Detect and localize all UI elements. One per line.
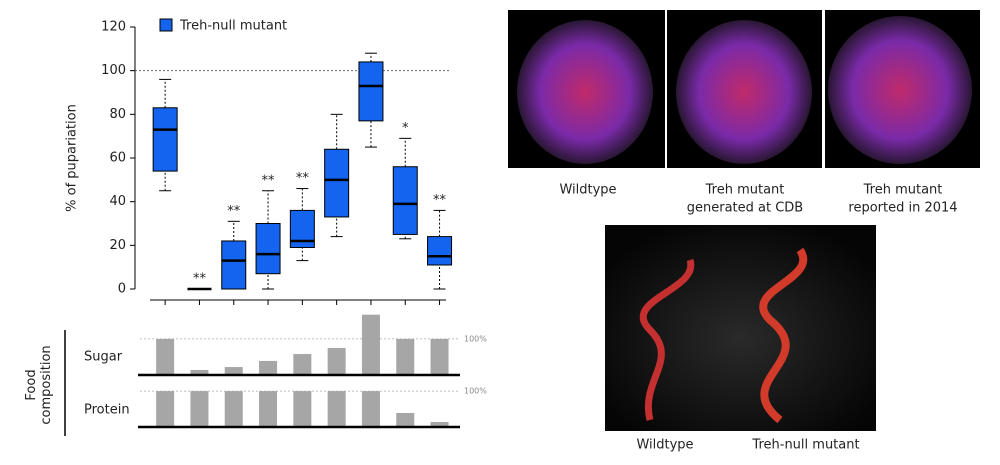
- significance: **: [296, 171, 310, 186]
- box: [221, 240, 247, 290]
- caption: Treh mutant: [705, 183, 785, 198]
- bar: [293, 354, 312, 375]
- y-tick-label: 100: [101, 63, 126, 78]
- significance: **: [262, 173, 276, 188]
- caption: generated at CDB: [687, 201, 803, 216]
- caption: reported in 2014: [848, 201, 957, 216]
- bar: [361, 391, 380, 427]
- bar: [190, 391, 209, 427]
- micrographs: [508, 10, 980, 431]
- box: [255, 223, 281, 275]
- bar: [327, 347, 346, 375]
- bar: [293, 391, 312, 427]
- caption: Treh mutant: [863, 183, 943, 198]
- row-label: Sugar: [84, 350, 123, 365]
- tick-label: 100%: [464, 387, 487, 396]
- gut-mutant: [759, 247, 807, 424]
- bar: [430, 338, 449, 375]
- bar: [156, 391, 175, 427]
- y-tick-label: 0: [118, 282, 126, 297]
- box: [392, 166, 418, 235]
- legend-label: Treh-null mutant: [179, 19, 287, 34]
- y-tick-label: 60: [109, 151, 126, 166]
- row-group-title-line: Food: [24, 369, 39, 400]
- bar: [190, 369, 209, 375]
- box: [152, 107, 178, 172]
- bar: [259, 391, 278, 427]
- significance: **: [227, 204, 241, 219]
- y-tick-label: 20: [109, 238, 126, 253]
- gut-wildtype: [639, 258, 695, 421]
- image-content: [517, 20, 653, 164]
- tick-label: 100%: [464, 334, 487, 343]
- captions: Wildtype Treh mutant generated at CDB Treh …: [559, 183, 957, 453]
- y-tick-label: 120: [101, 20, 126, 35]
- caption: Wildtype: [559, 183, 616, 198]
- significance: *: [402, 121, 409, 136]
- image-content: [828, 16, 972, 164]
- significance: **: [193, 272, 207, 287]
- y-tick-label: 80: [109, 107, 126, 122]
- bar: [259, 360, 278, 375]
- box: [358, 61, 384, 122]
- row-group-title: Foodcomposition: [24, 345, 54, 424]
- bar: [224, 391, 243, 427]
- row-group-title-line: composition: [39, 345, 54, 424]
- box: [427, 236, 453, 266]
- row-label: Protein: [84, 403, 130, 418]
- image-content: [676, 20, 812, 164]
- y-axis-title: % of pupariation: [65, 104, 80, 212]
- y-tick-label: 40: [109, 194, 126, 209]
- significance: **: [433, 193, 447, 208]
- box: [324, 148, 350, 218]
- caption: Treh-null mutant: [751, 438, 859, 453]
- bar: [361, 314, 380, 375]
- bar: [327, 391, 346, 427]
- legend-swatch: [159, 18, 173, 32]
- bar: [396, 338, 415, 375]
- bar: [224, 367, 243, 375]
- bar: [430, 421, 449, 427]
- caption: Wildtype: [636, 438, 693, 453]
- bar: [396, 413, 415, 427]
- bar: [156, 338, 175, 375]
